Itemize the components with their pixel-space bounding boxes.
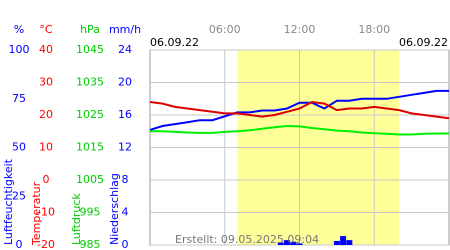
series-line	[149, 100, 450, 120]
y-tick-label: 40	[39, 43, 53, 56]
precip-bar	[296, 243, 303, 245]
y-tick-label: 12	[118, 141, 132, 154]
y-tick-label: 10	[39, 141, 53, 154]
y-tick-label: 1015	[76, 141, 104, 154]
x-tick-label: 06:00	[209, 23, 241, 36]
y-tick-label: 100	[9, 43, 30, 56]
y-tick-label: 75	[12, 92, 26, 105]
axis-unit: %	[14, 23, 24, 36]
x-tick-label: 18:00	[358, 23, 390, 36]
axis-unit: mm/h	[109, 23, 141, 36]
end-date: 06.09.22	[399, 36, 448, 49]
y-tick-label: 4	[122, 206, 129, 219]
y-tick-label: 1005	[76, 173, 104, 186]
precip-bar	[277, 242, 284, 245]
y-tick-label: 0	[43, 173, 50, 186]
y-tick-label: 16	[118, 108, 132, 121]
axis-label: Niederschlag	[108, 173, 121, 245]
x-tick-label: 12:00	[284, 23, 316, 36]
y-tick-label: 50	[12, 141, 26, 154]
precip-bar	[346, 240, 353, 245]
start-date: 06.09.22	[150, 36, 199, 49]
y-tick-label: 8	[122, 173, 129, 186]
y-tick-label: -20	[37, 238, 55, 250]
y-tick-label: 30	[39, 76, 53, 89]
y-tick-label: 0	[16, 238, 23, 250]
y-tick-label: -10	[37, 206, 55, 219]
y-tick-label: 20	[118, 76, 132, 89]
y-tick-label: 25	[12, 189, 26, 202]
series-line	[150, 124, 449, 136]
axis-label: Luftfeuchtigkeit	[2, 158, 15, 245]
y-tick-label: 20	[39, 108, 53, 121]
y-tick-label: 995	[80, 206, 101, 219]
y-tick-label: 985	[80, 238, 101, 250]
y-tick-label: 1035	[76, 76, 104, 89]
y-tick-label: 1025	[76, 108, 104, 121]
axis-label: Luftdruck	[70, 193, 83, 245]
series-line	[149, 89, 449, 131]
precip-bar	[340, 236, 347, 245]
precip-bar	[284, 240, 291, 245]
axis-unit: °C	[39, 23, 53, 36]
y-tick-label: 1045	[76, 43, 104, 56]
precip-bar	[333, 240, 340, 245]
y-tick-label: 0	[122, 238, 129, 250]
y-tick-label: 24	[118, 43, 132, 56]
precip-bar	[290, 241, 297, 245]
axis-label: Temperatur	[30, 181, 43, 246]
axis-unit: hPa	[80, 23, 100, 36]
footer: Erstellt: 09.05.2025 09:04	[175, 233, 319, 246]
